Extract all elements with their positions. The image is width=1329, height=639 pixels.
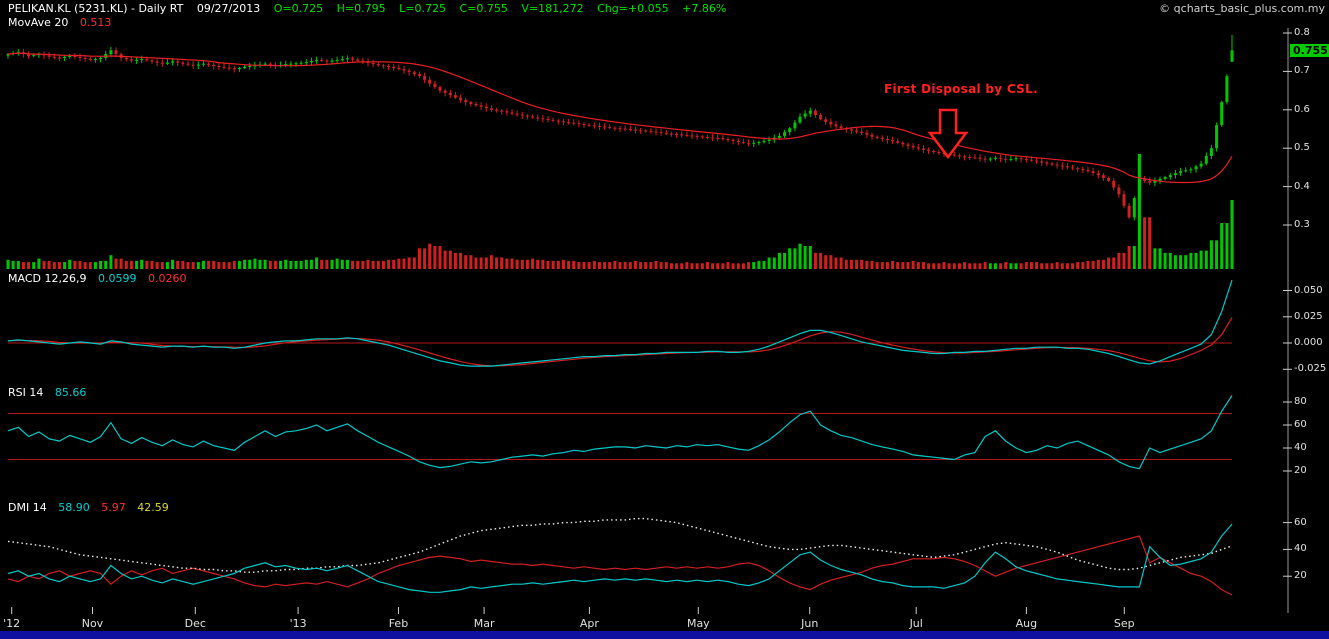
dmi-label: DMI 14 (8, 501, 47, 514)
rsi-label: RSI 14 (8, 386, 44, 399)
annotation-text: First Disposal by CSL. (884, 82, 1038, 96)
dmi-adx-value: 42.59 (137, 501, 169, 514)
dmi-minus-di-value: 5.97 (101, 501, 126, 514)
movave-indicator-label: MovAve 20 0.513 (8, 16, 119, 29)
dmi-plus-di-value: 58.90 (58, 501, 90, 514)
quote-change: Chg=+0.055 (597, 2, 669, 15)
dmi-indicator-label: DMI 14 58.90 5.97 42.59 (8, 501, 177, 514)
movave-label: MovAve 20 (8, 16, 69, 29)
quote-close: C=0.755 (459, 2, 508, 15)
down-arrow-icon (927, 108, 969, 160)
chart-header: PELIKAN.KL (5231.KL) - Daily RT 09/27/20… (8, 2, 736, 15)
macd-indicator-label: MACD 12,26,9 0.0599 0.0260 (8, 272, 194, 285)
copyright: © qcharts_basic_plus.com.my (1159, 2, 1325, 15)
quote-open: O=0.725 (273, 2, 324, 15)
movave-value: 0.513 (79, 16, 112, 29)
current-price-badge: 0.755 (1290, 44, 1329, 57)
rsi-value: 85.66 (54, 386, 87, 399)
macd-signal-value: 0.0260 (147, 272, 187, 285)
quote-change-pct: +7.86% (682, 2, 727, 15)
macd-value: 0.0599 (97, 272, 137, 285)
symbol-title: PELIKAN.KL (5231.KL) - Daily RT (8, 2, 184, 15)
quote-date: 09/27/2013 (196, 2, 261, 15)
macd-label: MACD 12,26,9 (8, 272, 87, 285)
quote-high: H=0.795 (336, 2, 386, 15)
quote-volume: V=181,272 (521, 2, 584, 15)
quote-low: L=0.725 (399, 2, 446, 15)
bottom-scrollbar[interactable] (0, 631, 1329, 639)
rsi-indicator-label: RSI 14 85.66 (8, 386, 94, 399)
